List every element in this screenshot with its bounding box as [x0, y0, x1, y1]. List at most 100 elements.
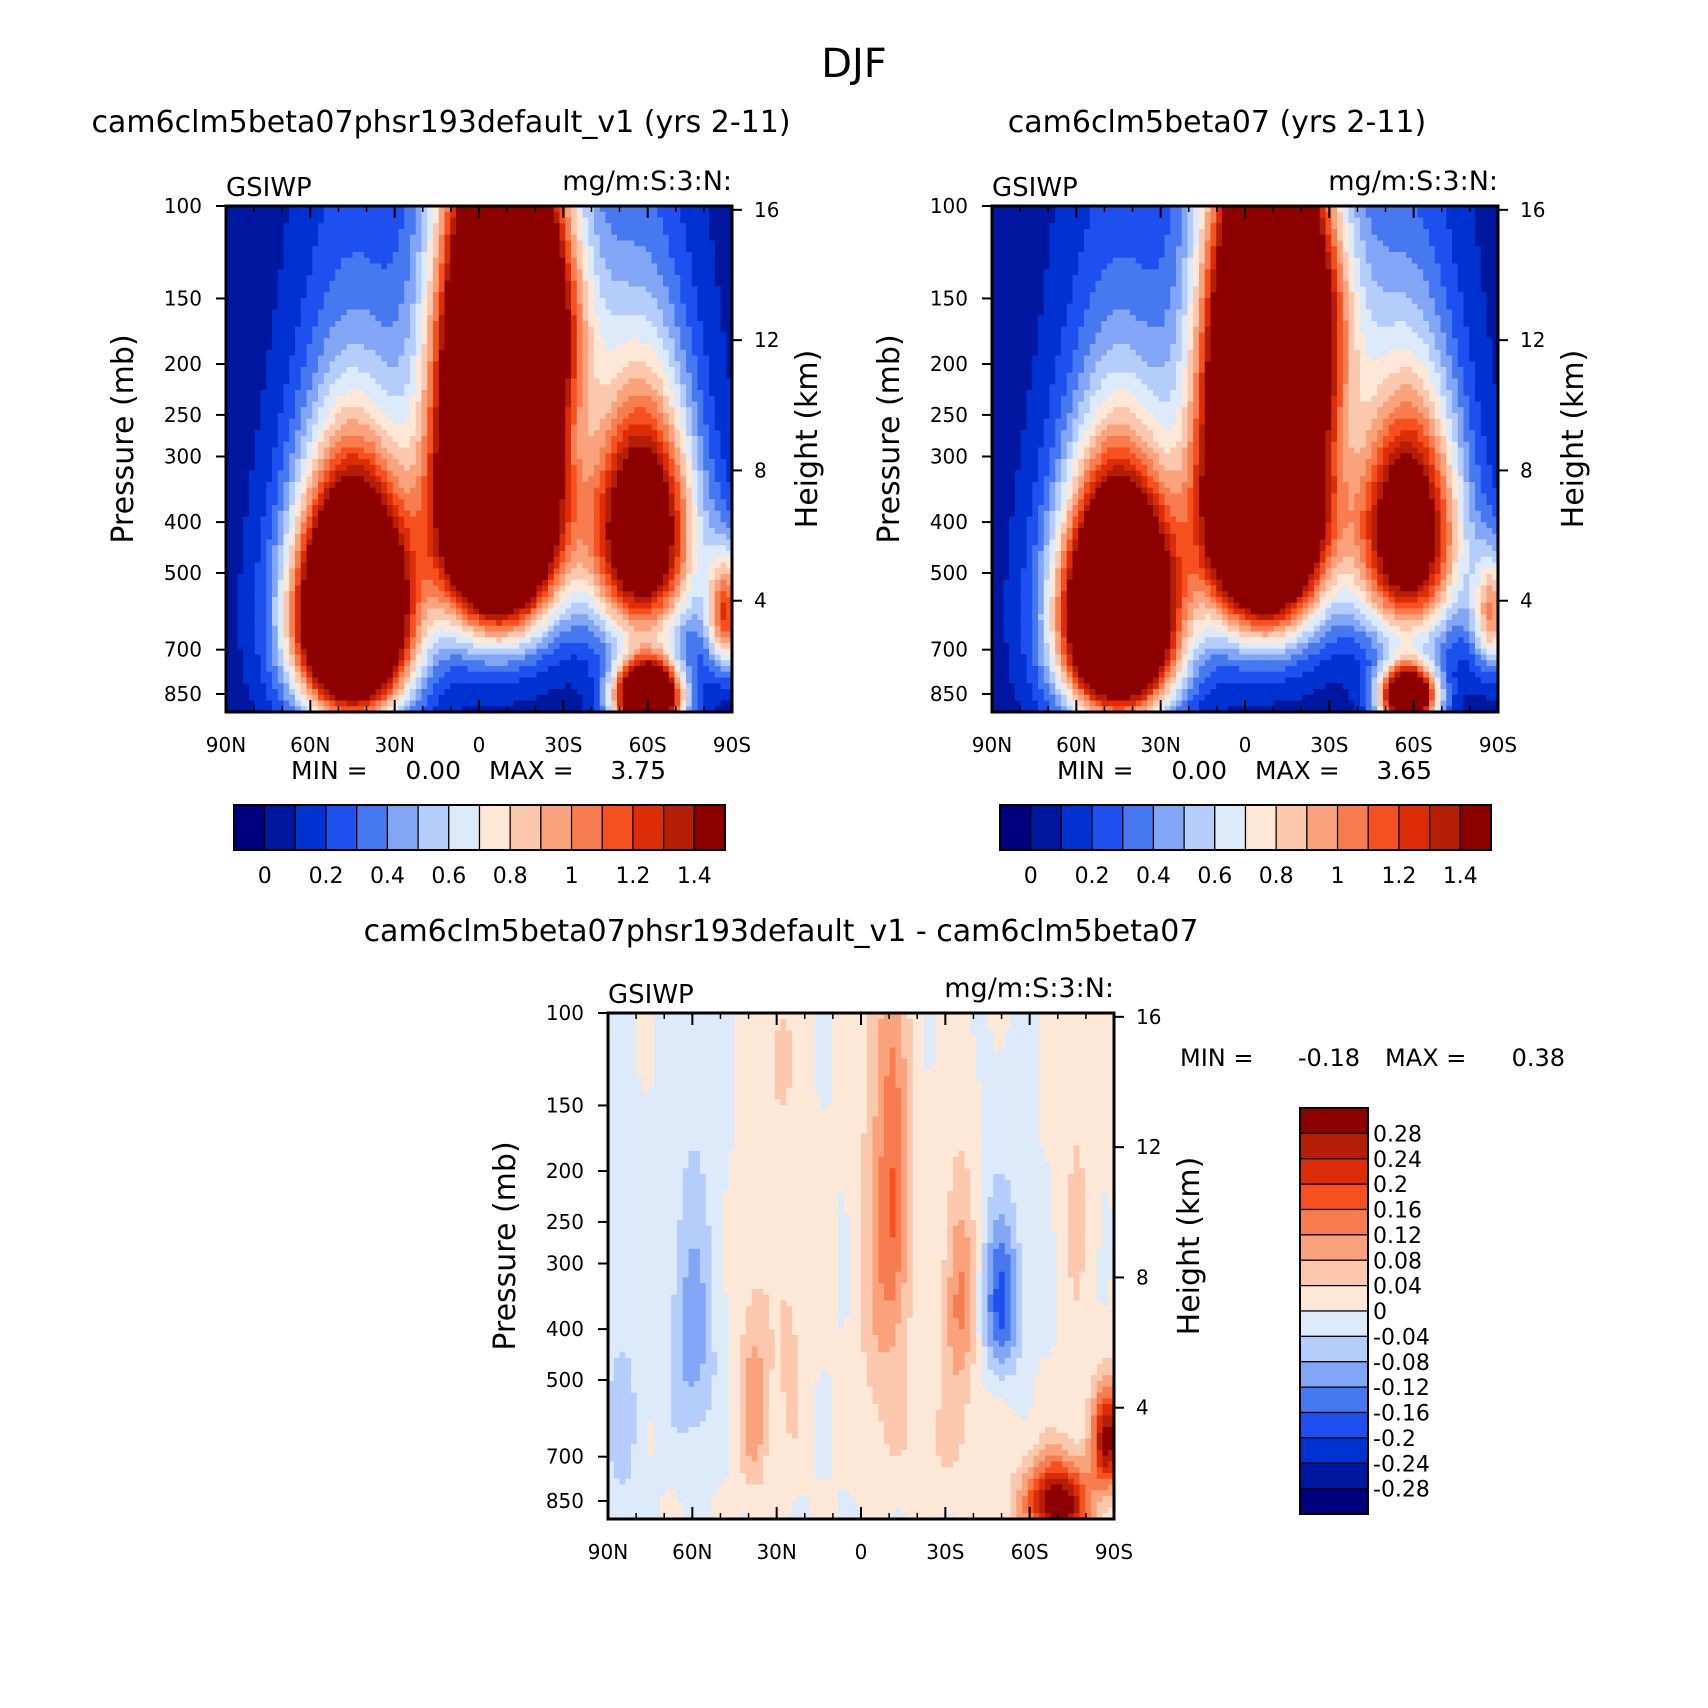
contour-cell: [507, 499, 515, 506]
contour-cell: [346, 223, 354, 230]
contour-cell: [438, 453, 446, 460]
contour-cell: [611, 464, 618, 472]
contour-cell: [467, 436, 474, 443]
contour-cell: [249, 493, 256, 500]
contour-cell: [611, 309, 618, 316]
contour-cell: [352, 482, 359, 489]
contour-cell: [346, 390, 354, 397]
contour-cell: [456, 361, 463, 368]
contour-cell: [714, 516, 722, 523]
contour-cell: [640, 441, 647, 449]
contour-cell: [243, 493, 250, 500]
contour-cell: [599, 447, 607, 454]
contour-cell: [617, 349, 624, 357]
contour-cell: [249, 390, 256, 397]
contour-cell: [283, 384, 290, 391]
contour-cell: [450, 441, 457, 449]
contour-cell: [272, 211, 279, 219]
contour-cell: [542, 257, 549, 265]
contour-cell: [398, 499, 405, 506]
contour-cell: [226, 493, 233, 500]
contour-cell: [243, 378, 250, 385]
contour-cell: [283, 436, 290, 443]
contour-cell: [329, 298, 336, 305]
contour-cell: [519, 367, 526, 374]
contour-cell: [703, 275, 710, 282]
contour-cell: [668, 470, 676, 477]
contour-cell: [300, 470, 308, 477]
contour-cell: [703, 516, 710, 523]
contour-cell: [410, 332, 417, 339]
contour-cell: [576, 372, 584, 380]
contour-cell: [392, 453, 400, 460]
contour-cell: [605, 418, 612, 426]
contour-cell: [444, 470, 451, 477]
contour-cell: [668, 234, 676, 242]
contour-cell: [461, 257, 469, 265]
contour-cell: [496, 464, 503, 472]
contour-cell: [582, 332, 589, 339]
contour-cell: [473, 436, 480, 443]
contour-cell: [617, 510, 624, 518]
contour-cell: [726, 470, 733, 477]
contour-cell: [410, 315, 417, 322]
contour-cell: [266, 493, 273, 500]
contour-cell: [565, 441, 572, 449]
contour-cell: [628, 401, 635, 408]
contour-cell: [249, 528, 256, 535]
contour-cell: [697, 298, 704, 305]
contour-cell: [530, 338, 538, 345]
contour-cell: [283, 430, 290, 437]
contour-cell: [415, 211, 423, 219]
contour-cell: [484, 476, 492, 483]
contour-cell: [392, 516, 400, 523]
contour-cell: [530, 206, 538, 213]
contour-cell: [594, 436, 601, 443]
contour-cell: [553, 246, 561, 253]
contour-cell: [720, 355, 727, 362]
contour-cell: [260, 528, 267, 535]
contour-cell: [433, 292, 440, 299]
contour-cell: [496, 430, 503, 437]
contour-cell: [450, 217, 457, 224]
contour-cell: [364, 430, 371, 437]
contour-cell: [312, 516, 319, 523]
contour-cell: [691, 390, 699, 397]
contour-cell: [341, 315, 348, 322]
contour-cell: [645, 516, 653, 523]
contour-cell: [611, 493, 618, 500]
contour-cell: [651, 321, 658, 328]
contour-cell: [266, 280, 273, 288]
contour-cell: [433, 263, 440, 270]
contour-cell: [542, 349, 549, 357]
contour-cell: [530, 430, 538, 437]
contour-cell: [565, 395, 572, 403]
contour-cell: [231, 510, 239, 518]
contour-cell: [461, 229, 469, 236]
contour-cell: [364, 298, 371, 305]
contour-cell: [605, 298, 612, 305]
contour-cell: [571, 401, 578, 408]
contour-cell: [433, 303, 440, 311]
contour-cell: [484, 384, 492, 391]
contour-cell: [323, 390, 331, 397]
contour-cell: [519, 344, 526, 351]
contour-cell: [335, 332, 342, 339]
contour-cell: [548, 436, 555, 443]
contour-cell: [674, 332, 681, 339]
contour-cell: [467, 344, 474, 351]
contour-cell: [306, 522, 313, 529]
contour-cell: [341, 401, 348, 408]
contour-cell: [231, 257, 239, 265]
contour-cell: [346, 424, 354, 431]
contour-cell: [473, 528, 480, 535]
contour-cell: [392, 528, 400, 535]
contour-cell: [622, 321, 630, 328]
contour-cell: [260, 505, 267, 512]
contour-cell: [289, 269, 296, 276]
contour-cell: [272, 372, 279, 380]
contour-cell: [668, 510, 676, 518]
contour-cell: [668, 355, 676, 362]
contour-cell: [358, 349, 365, 357]
